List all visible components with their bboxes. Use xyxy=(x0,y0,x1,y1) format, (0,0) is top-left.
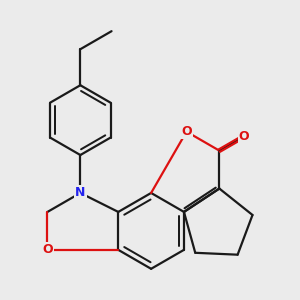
Text: O: O xyxy=(42,243,53,256)
Text: O: O xyxy=(239,130,249,143)
Text: O: O xyxy=(181,125,192,138)
Text: N: N xyxy=(75,187,85,200)
